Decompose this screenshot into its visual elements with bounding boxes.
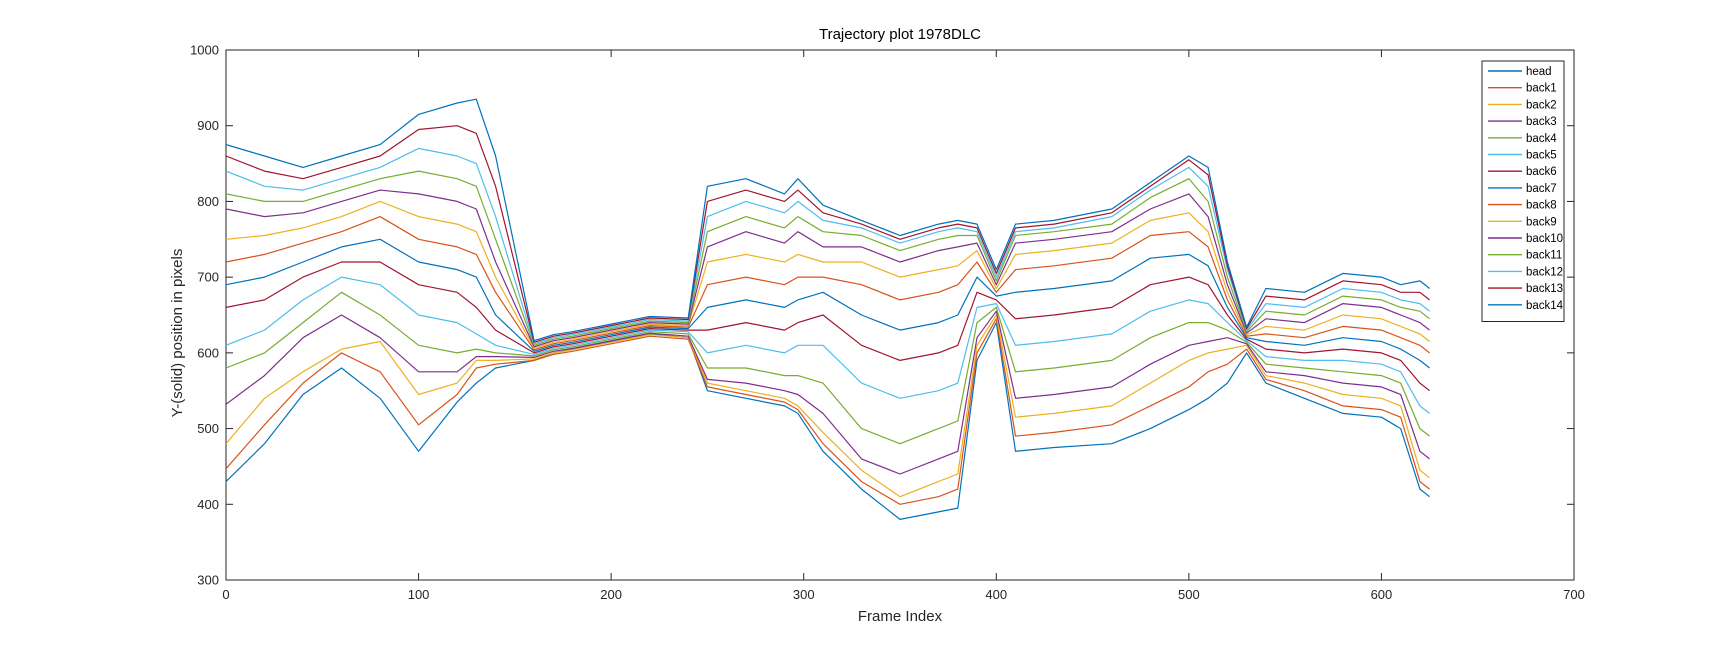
legend-label-back13: back13 [1526,283,1563,295]
plot-area: 0 100 200 300 400 500 600 700 300 400 500 600 700 800… [190,43,1585,603]
x-tick-label: 400 [985,587,1007,602]
x-tick-label: 0 [222,587,229,602]
x-tick-label: 100 [408,587,430,602]
x-axis-label: Frame Index [858,608,943,625]
legend-label-back9: back9 [1526,216,1557,228]
legend-label-back4: back4 [1526,133,1557,145]
y-tick-label: 700 [197,270,219,285]
y-tick-label: 600 [197,345,219,360]
legend-label-back8: back8 [1526,200,1557,212]
legend-label-back7: back7 [1526,183,1557,195]
x-tick-label: 500 [1178,587,1200,602]
y-tick-label: 500 [197,421,219,436]
series-line-back4 [226,291,1430,445]
legend-label-head: head [1526,66,1552,78]
x-tick-label: 700 [1563,587,1585,602]
series-line-back3 [226,310,1430,475]
x-tick-label: 200 [600,587,622,602]
legend-label-back5: back5 [1526,150,1557,162]
legend-label-back10: back10 [1526,233,1563,245]
y-axis-label: Y-(solid) position in pixels [169,249,186,418]
series-line-back7 [226,238,1430,369]
legend-label-back6: back6 [1526,166,1557,178]
legend-label-back14: back14 [1526,300,1564,312]
series-line-back6 [226,261,1430,392]
series-line-back10 [226,189,1430,348]
legend: head back1 back2 back3 back4 back5 back6 back7 b… [1481,60,1565,322]
x-tick-label: 600 [1371,587,1393,602]
x-tick-label: 300 [793,587,815,602]
legend-label-back1: back1 [1526,83,1557,95]
series-line-back5 [226,276,1430,414]
y-tick-label: 1000 [190,43,219,58]
chart-title: Trajectory plot 1978DLC [819,26,981,43]
series-line-back11 [226,170,1430,346]
y-tick-label: 300 [197,573,219,588]
series-line-back9 [226,200,1430,349]
legend-label-back12: back12 [1526,266,1563,278]
series-line-back2 [226,314,1430,498]
legend-label-back2: back2 [1526,99,1557,111]
series-line-back1 [226,318,1430,505]
y-tick-label: 800 [197,194,219,209]
y-tick-label: 400 [197,497,219,512]
legend-label-back11: back11 [1526,250,1562,262]
series-line-back14 [226,98,1430,342]
y-tick-label: 900 [197,118,219,133]
series-line-back8 [226,216,1430,354]
legend-label-back3: back3 [1526,116,1557,128]
series-line-back12 [226,147,1430,345]
series-line-head [226,322,1430,521]
axes-box [225,49,1575,581]
series-line-back13 [226,125,1430,343]
